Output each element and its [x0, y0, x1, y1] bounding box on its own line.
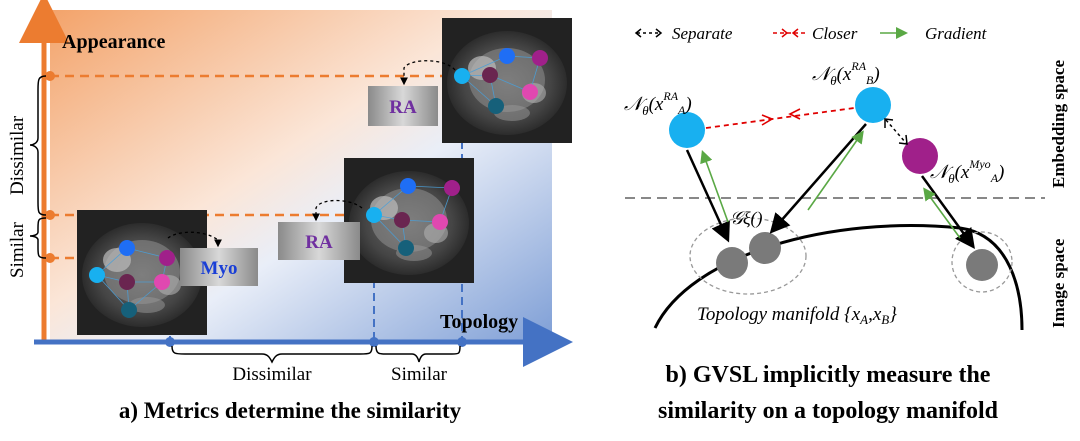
topology-axis-label: Topology: [440, 311, 518, 333]
ct-image-myo: [77, 210, 207, 335]
embedding-node-ra-a: [669, 112, 705, 148]
caption-b-line1: b) GVSL implicitly measure the: [666, 362, 991, 388]
embedding-node-ra-b: [855, 87, 891, 123]
y-bracket-label-dissimilar: Dissimilar: [7, 115, 28, 195]
manifold-label: Topology manifold {xA,xB}: [697, 304, 897, 327]
manifold-single-ellipse: [951, 231, 1013, 293]
panel-a: Appearance Topology Similar Dissimilar: [7, 0, 573, 423]
legend: Separate Closer Gradient: [634, 24, 988, 43]
tag-ra-a: RA: [368, 60, 456, 126]
x-bracket-label-similar: Similar: [391, 364, 448, 385]
image-node-a: [716, 247, 748, 279]
embedding-node-myo-a: [902, 138, 938, 174]
ct-image-ra-b: [344, 158, 474, 283]
topology-manifold-curve: [653, 224, 1024, 331]
y-bracket-label-similar: Similar: [7, 221, 28, 278]
image-node-myo: [966, 249, 998, 281]
svg-text:Myo: Myo: [201, 258, 238, 279]
separate-arrow: [884, 118, 908, 145]
tag-ra-b: RA: [278, 199, 363, 260]
closer-arrow: [705, 107, 855, 129]
svg-text:Closer: Closer: [812, 24, 858, 43]
label-image-space: Image space: [1049, 238, 1068, 328]
gradient-arrows: [700, 130, 961, 239]
tag-myo: Myo: [167, 231, 258, 286]
appearance-axis-label: Appearance: [62, 31, 165, 53]
svg-text:Separate: Separate: [672, 24, 733, 43]
image-node-b: [749, 232, 781, 264]
x-bracket-label-dissimilar: Dissimilar: [232, 364, 312, 385]
label-n-myo-a: 𝒩θ(xMyoA): [930, 157, 1004, 186]
manifold-pair-ellipse: [689, 217, 807, 295]
legend-closer: Closer: [773, 24, 858, 43]
svg-text:Gradient: Gradient: [925, 24, 988, 43]
x-dot-2: [369, 337, 379, 347]
caption-b-line2: similarity on a topology manifold: [658, 398, 999, 424]
panel-b: Separate Closer Gradient Embedding space…: [624, 24, 1068, 424]
y-brackets: [29, 75, 47, 259]
label-n-ra-a: 𝒩θ(xRAA): [624, 89, 692, 118]
ct-image-ra-a: [442, 18, 572, 143]
label-embedding-space: Embedding space: [1049, 60, 1068, 188]
legend-gradient: Gradient: [880, 24, 988, 43]
svg-text:RA: RA: [389, 97, 417, 118]
legend-separate: Separate: [634, 24, 733, 43]
svg-text:RA: RA: [305, 232, 333, 253]
x-brackets: [171, 345, 461, 364]
transform-label: 𝒢ξ(): [730, 208, 763, 229]
label-n-ra-b: 𝒩θ(xRAB): [812, 59, 880, 88]
caption-a: a) Metrics determine the similarity: [119, 398, 462, 423]
